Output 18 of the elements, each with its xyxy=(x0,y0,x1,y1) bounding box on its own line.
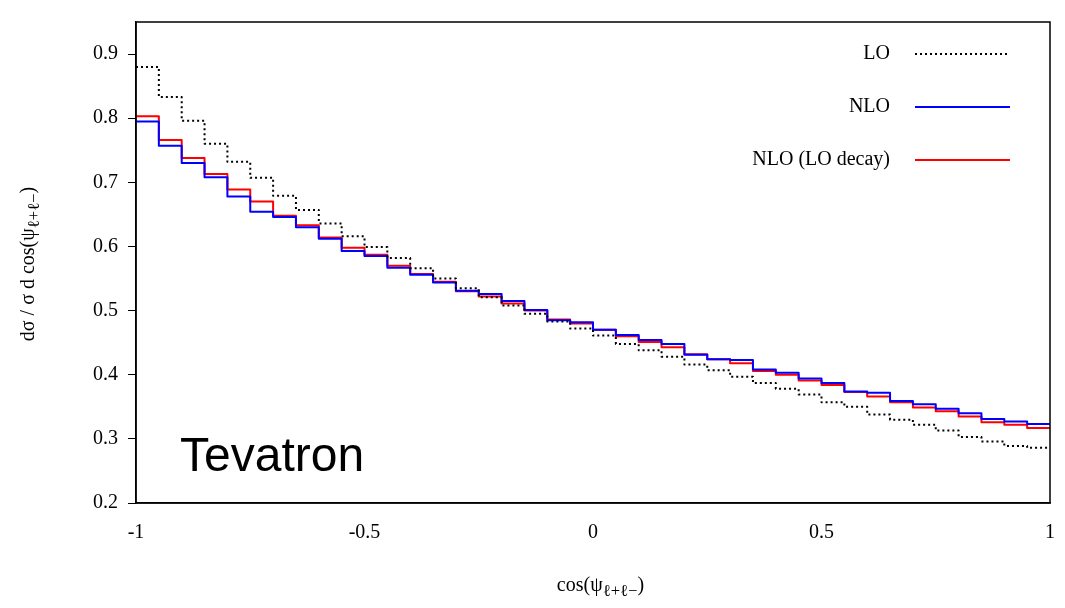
x-axis-title: cos(ψ$_{ℓ+ℓ−}$) xyxy=(555,573,646,601)
legend-label: NLO (LO decay) xyxy=(752,147,890,171)
x-tick-label: 0.5 xyxy=(809,520,834,543)
y-tick-label: 0.4 xyxy=(93,361,118,384)
y-tick-label: 0.8 xyxy=(93,105,118,128)
y-tick-label: 0.2 xyxy=(93,490,118,513)
y-tick-label: 0.5 xyxy=(93,297,118,320)
legend-label: LO xyxy=(863,41,890,64)
annotation: Tevatron xyxy=(180,428,365,481)
x-tick-label: -1 xyxy=(127,520,145,543)
y-tick-label: 0.7 xyxy=(93,169,118,192)
x-tick-label: 1 xyxy=(1045,520,1055,543)
x-tick-label: -0.5 xyxy=(348,520,381,543)
x-tick-label: 0 xyxy=(588,520,598,543)
y-tick-label: 0.9 xyxy=(93,41,118,64)
y-tick-label: 0.6 xyxy=(93,233,118,256)
legend-label: NLO xyxy=(848,94,890,117)
y-tick-label: 0.3 xyxy=(93,426,118,449)
